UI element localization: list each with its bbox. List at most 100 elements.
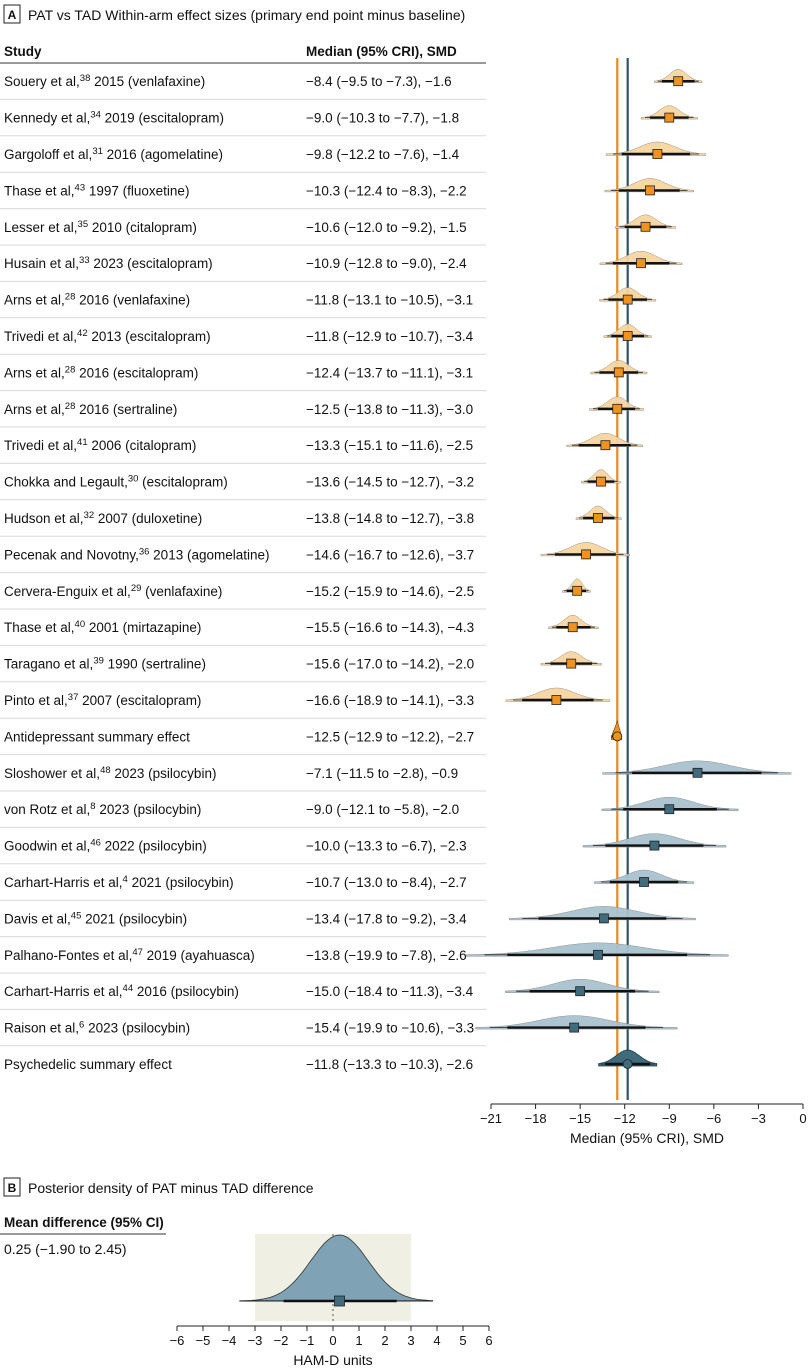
study-label: Trivedi et al,41 2006 (citalopram) xyxy=(4,437,196,453)
effect-value: −9.0 (−10.3 to −7.7), −1.8 xyxy=(306,111,459,126)
study-reference: 28 xyxy=(65,292,76,303)
study-label: Carhart-Harris et al,4 2021 (psilocybin) xyxy=(4,874,234,890)
effect-value: −9.0 (−12.1 to −5.8), −2.0 xyxy=(306,802,459,817)
study-author: Gargoloff et al, xyxy=(4,147,92,162)
study-detail: 2016 (venlafaxine) xyxy=(75,293,190,308)
effect-value: −13.4 (−17.8 to −9.2), −3.4 xyxy=(306,911,467,926)
density-ribbon xyxy=(590,360,648,375)
study-detail: 2006 (citalopram) xyxy=(88,438,197,453)
study-reference: 37 xyxy=(68,692,79,703)
study-label: Raison et al,6 2023 (psilocybin) xyxy=(4,1020,190,1036)
axis-tick-label: −5 xyxy=(196,1333,211,1348)
study-detail: 2023 (escitalopram) xyxy=(90,256,213,271)
study-detail: 2016 (psilocybin) xyxy=(133,984,239,999)
study-label: Arns et al,28 2016 (escitalopram) xyxy=(4,364,198,380)
study-reference: 43 xyxy=(75,182,86,193)
study-reference: 39 xyxy=(93,656,104,667)
study-label: Pinto et al,37 2007 (escitalopram) xyxy=(4,692,201,708)
median-marker xyxy=(600,440,611,451)
median-marker xyxy=(639,877,649,887)
study-label: Chokka and Legault,30 (escitalopram) xyxy=(4,474,228,490)
study-reference: 47 xyxy=(132,947,143,958)
effect-value: −15.5 (−16.6 to −14.3), −4.3 xyxy=(306,620,474,635)
study-label: Davis et al,45 2021 (psilocybin) xyxy=(4,910,187,926)
study-reference: 32 xyxy=(84,510,95,521)
study-reference: 42 xyxy=(77,328,88,339)
axis-tick-label: −4 xyxy=(222,1333,237,1348)
study-label: Kennedy et al,34 2019 (escitalopram) xyxy=(4,110,224,126)
effect-value: −10.6 (−12.0 to −9.2), −1.5 xyxy=(306,220,467,235)
summary-density xyxy=(598,1049,658,1067)
study-author: Kennedy et al, xyxy=(4,111,90,126)
forest-x-label: Median (95% CRI), SMD xyxy=(570,1130,724,1146)
difference-density xyxy=(239,1234,434,1302)
effect-value: −11.8 (−13.3 to −10.3), −2.6 xyxy=(306,1057,473,1072)
study-label: Antidepressant summary effect xyxy=(4,729,190,744)
study-label: Souery et al,38 2015 (venlafaxine) xyxy=(4,73,205,89)
density-ribbon xyxy=(540,542,631,557)
study-reference: 34 xyxy=(90,110,101,121)
study-author: Arns et al, xyxy=(4,293,65,308)
study-author: Lesser et al, xyxy=(4,220,78,235)
median-marker xyxy=(566,658,577,669)
study-detail: 2001 (mirtazapine) xyxy=(85,620,201,635)
median-marker xyxy=(612,403,623,414)
density-ribbon xyxy=(582,833,727,848)
median-marker xyxy=(652,149,663,159)
study-rows: Souery et al,38 2015 (venlafaxine) −8.4 (… xyxy=(0,73,486,1072)
median-marker xyxy=(575,986,586,997)
study-label: Husain et al,33 2023 (escitalopram) xyxy=(4,255,213,271)
study-author: von Rotz et al, xyxy=(4,802,90,817)
effect-value: −13.6 (−14.5 to −12.7), −3.2 xyxy=(306,475,474,490)
median-marker xyxy=(593,949,603,960)
density-ribbon xyxy=(575,505,622,520)
study-detail: 1997 (fluoxetine) xyxy=(85,183,189,198)
effect-value: −13.8 (−14.8 to −12.7), −3.8 xyxy=(306,511,474,526)
study-author: Arns et al, xyxy=(4,365,65,380)
study-label: Trivedi et al,42 2013 (escitalopram) xyxy=(4,328,211,344)
effect-value: −15.0 (−18.4 to −11.3), −3.4 xyxy=(306,984,474,999)
study-author: Raison et al, xyxy=(4,1021,79,1036)
density-ribbon xyxy=(602,760,792,775)
study-detail: 2019 (escitalopram) xyxy=(101,111,224,126)
median-marker xyxy=(664,112,675,123)
study-reference: 33 xyxy=(79,255,90,266)
density-ribbon xyxy=(589,396,644,411)
study-detail: 2019 (ayahuasca) xyxy=(143,948,255,963)
study-author: Chokka and Legault, xyxy=(4,475,128,490)
density-ribbon xyxy=(540,651,602,666)
study-reference: 8 xyxy=(90,801,95,812)
difference-mean-marker xyxy=(334,1295,345,1307)
density-ribbon xyxy=(603,323,652,338)
study-reference: 35 xyxy=(78,219,89,230)
median-marker xyxy=(593,513,603,523)
study-author: Thase et al, xyxy=(4,183,75,198)
study-author: Antidepressant summary effect xyxy=(4,729,190,744)
study-author: Sloshower et al, xyxy=(4,766,100,781)
panel-a-letter-box xyxy=(3,4,21,24)
effect-value: −13.3 (−15.1 to −11.6), −2.5 xyxy=(306,438,473,453)
median-marker xyxy=(649,840,660,851)
summary-marker xyxy=(622,1059,633,1069)
col-header-value: Median (95% CRI), SMD xyxy=(306,44,457,59)
axis-tick-label: −9 xyxy=(662,1111,677,1126)
col-header-study: Study xyxy=(4,44,42,59)
density-ribbon xyxy=(593,869,695,884)
axis-tick-label: −18 xyxy=(525,1111,547,1126)
axis-tick-label: −3 xyxy=(248,1333,263,1348)
axis-tick-label: −2 xyxy=(274,1333,289,1348)
density-ribbon xyxy=(614,214,677,229)
study-detail: 2013 (escitalopram) xyxy=(88,329,211,344)
study-detail: 2023 (psilocybin) xyxy=(84,1021,190,1036)
study-label: Psychedelic summary effect xyxy=(4,1057,172,1072)
study-reference: 30 xyxy=(128,474,139,485)
effect-value: −15.6 (−17.0 to −14.2), −2.0 xyxy=(306,657,474,672)
median-marker xyxy=(551,695,562,705)
forest-plot-area xyxy=(465,58,792,1100)
panel-b-title: Posterior density of PAT minus TAD diffe… xyxy=(28,1180,314,1196)
study-label: Pecenak and Novotny,36 2013 (agomelatine… xyxy=(4,546,270,562)
study-detail: 1990 (sertraline) xyxy=(104,657,206,672)
density-ribbon xyxy=(581,469,621,484)
study-label: Carhart-Harris et al,44 2016 (psilocybin… xyxy=(4,983,239,999)
density-ribbon xyxy=(640,105,698,120)
